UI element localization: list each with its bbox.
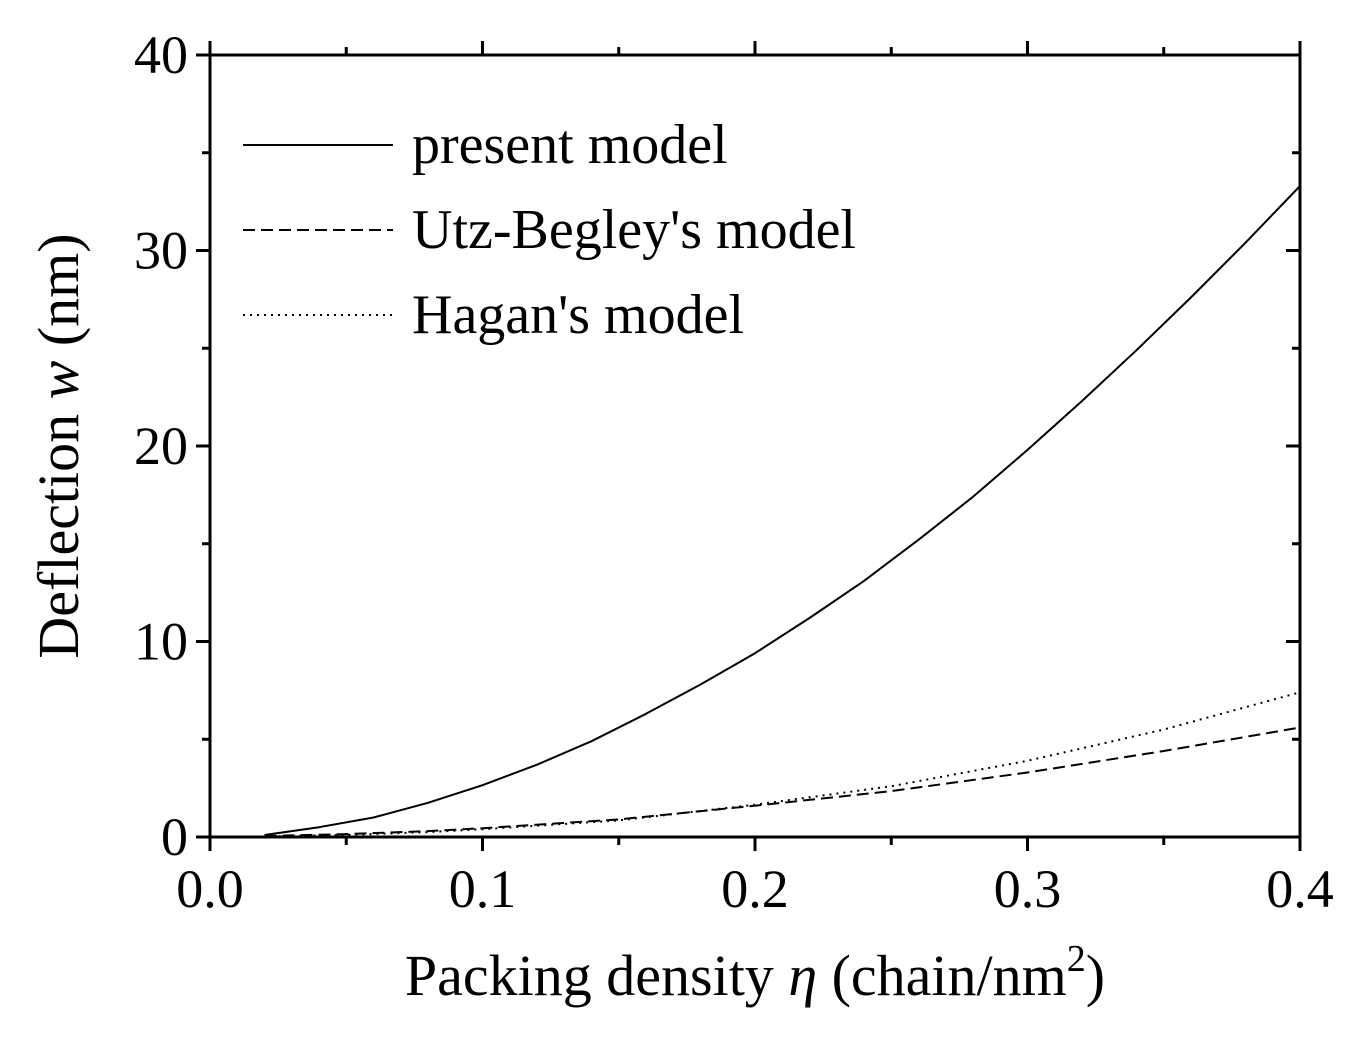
y-axis-label-symbol: w: [26, 360, 91, 399]
y-tick-label: 40: [134, 25, 188, 85]
x-axis-label-prefix: Packing density: [405, 943, 788, 1008]
series-lines: [264, 185, 1301, 838]
x-tick-label: 0.2: [721, 859, 789, 919]
y-tick-label: 20: [134, 416, 188, 476]
series-line-present-model: [264, 185, 1301, 836]
legend: present model Utz-Begley's model Hagan's m…: [243, 114, 856, 346]
plot-frame: [208, 53, 1302, 839]
x-axis-label-superscript: 2: [1067, 938, 1086, 980]
x-tick-label: 0.4: [1266, 859, 1334, 919]
legend-label-present-model: present model: [412, 114, 728, 176]
x-tick-label: 0.1: [449, 859, 517, 919]
series-line-hagan-s-model: [264, 691, 1301, 838]
x-axis-label: Packing density η (chain/nm2): [405, 938, 1105, 1008]
x-axis-label-close: ): [1086, 943, 1105, 1008]
tick-labels: 0.0 0.1 0.2 0.3 0.4 0 10 20 30 40: [134, 25, 1334, 919]
y-tick-label: 0: [161, 807, 188, 867]
x-axis-label-unit: (chain/nm: [817, 943, 1067, 1008]
x-tick-label: 0.0: [176, 859, 244, 919]
axis-ticks: [196, 41, 1302, 851]
y-tick-label: 30: [134, 221, 188, 281]
x-axis-label-symbol: η: [788, 943, 817, 1008]
y-axis-label-unit: (nm): [26, 233, 91, 360]
legend-label-utz-begley-s-model: Utz-Begley's model: [412, 199, 856, 261]
y-axis-label: Deflection w (nm): [26, 233, 91, 658]
series-line-utz-begley-s-model: [264, 726, 1301, 837]
legend-label-hagan-s-model: Hagan's model: [412, 284, 744, 346]
x-tick-label: 0.3: [994, 859, 1062, 919]
y-tick-label: 10: [134, 612, 188, 672]
y-axis-label-prefix: Deflection: [26, 399, 91, 658]
